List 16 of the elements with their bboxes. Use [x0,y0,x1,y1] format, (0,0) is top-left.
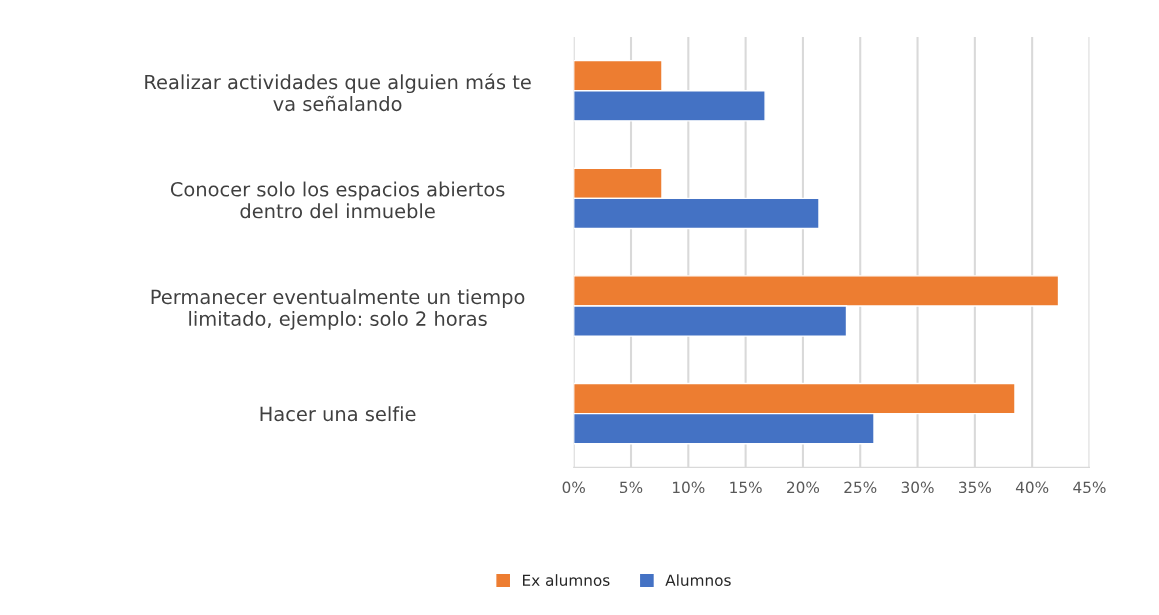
x-tick-label: 30% [901,481,934,494]
y-tick-label: Permanecer eventualmente un tiempo limitado, ejemplo: solo 2 horas [151,289,525,330]
y-tick-label: Hacer una selfie [260,406,416,422]
legend-label: Alumnos [665,574,731,586]
x-tick-label: 0% [562,481,585,494]
x-tick-label: 20% [787,481,820,494]
x-tick-label: 10% [673,481,705,494]
x-tick-label: 25% [844,481,877,494]
x-tick-label: 15% [730,481,762,494]
legend-label: Ex alumnos [523,574,610,586]
x-tick-label: 35% [959,481,991,494]
x-tick-label: 45% [1073,481,1106,494]
x-tick-label: 5% [620,481,643,494]
x-tick-label: 40% [1015,481,1049,494]
y-tick-label: Realizar actividades que alguien más te va señalando [145,73,531,112]
y-tick-label: Conocer solo los espacios abiertos dentro del inmueble [170,181,505,219]
